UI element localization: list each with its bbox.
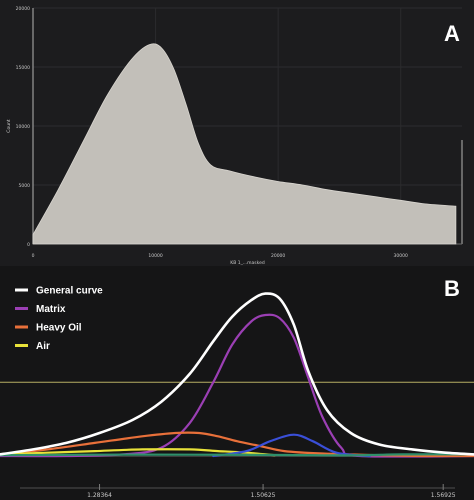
panel-a-x-tick-label: 0: [32, 253, 35, 259]
panel-b-series-matrix: [0, 313, 474, 458]
panel-b-plot: 1.28364 1.50625 1.56925: [0, 292, 474, 499]
panel-b-legend-label: Heavy Oil: [36, 323, 82, 334]
panel-a-x-tick-label: 20000: [271, 253, 285, 259]
panel-b-x-tick-label: 1.28364: [87, 492, 112, 499]
panel-b-background: [0, 266, 474, 500]
panel-b-legend-label: General curve: [36, 286, 103, 297]
panel-a-x-tick-label: 10000: [148, 253, 162, 259]
panel-a-y-tick-label: 10000: [16, 124, 30, 130]
panel-b-series-unlabeled-5: [0, 453, 474, 457]
panel-b-label: B: [444, 276, 460, 301]
panel-b-x-tick-label: 1.56925: [431, 492, 456, 499]
panel-a-area: [32, 43, 457, 245]
panel-b-x-tick-label: 1.50625: [251, 492, 276, 499]
panel-b-legend: General curve Matrix Heavy Oil Air: [15, 286, 103, 352]
panel-a-y-tick-label: 5000: [19, 183, 31, 189]
panel-a-plot: 0 5000 10000 15000 20000 0 10000 20000 30000 Coun…: [6, 6, 463, 266]
panel-b-series-unlabeled-4: [212, 433, 371, 458]
panel-a-y-tick-label: 0: [27, 242, 30, 248]
panel-a-x-tick-label: 30000: [394, 253, 408, 259]
panel-a-label: A: [444, 21, 460, 46]
panel-b-legend-label: Matrix: [36, 304, 66, 315]
panel-b-series-general-curve: [0, 292, 474, 456]
panel-a-y-axis-label: Count: [6, 119, 12, 133]
panel-a-x-axis-label: KB 1_...masked: [230, 260, 265, 266]
panel-b-legend-label: Air: [36, 341, 50, 352]
panel-a-y-tick-label: 15000: [16, 65, 30, 71]
panel-a-y-tick-label: 20000: [16, 6, 30, 12]
